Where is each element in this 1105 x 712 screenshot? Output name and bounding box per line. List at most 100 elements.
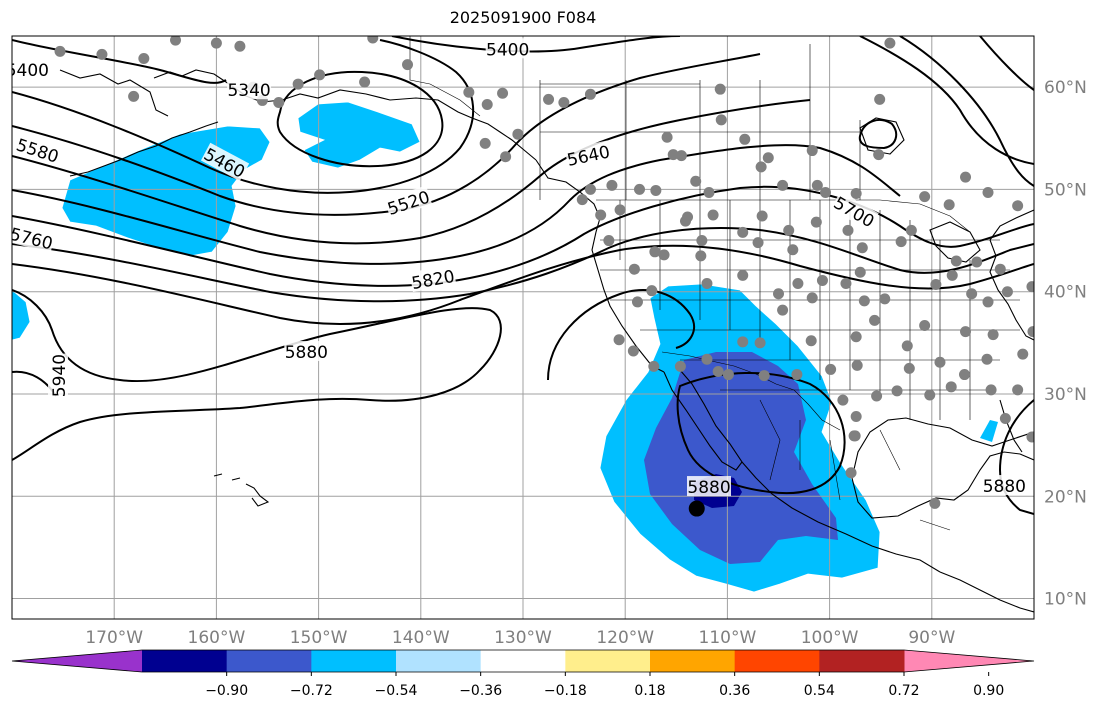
- station-dot: [851, 359, 863, 371]
- station-dot: [479, 137, 491, 149]
- station-dot: [856, 242, 868, 254]
- station-dot: [1012, 200, 1024, 212]
- station-dot: [667, 149, 679, 161]
- map-frame: [11, 35, 1035, 620]
- colorbar-tick-label: 0.36: [719, 683, 750, 699]
- station-dot: [359, 76, 371, 88]
- contour-5880-east: [998, 399, 1034, 515]
- longitude-tick-label: 170°W: [85, 628, 143, 648]
- station-dot: [905, 224, 917, 236]
- station-dot: [558, 96, 570, 108]
- station-dot: [756, 210, 768, 222]
- aleutian-islands: [69, 121, 219, 177]
- contour-5880-north: [12, 289, 502, 461]
- station-dot: [1026, 431, 1034, 443]
- station-dot: [138, 53, 150, 65]
- station-dot: [634, 183, 646, 195]
- colorbar-bin: [650, 650, 736, 672]
- station-dot: [871, 390, 883, 402]
- station-dot: [805, 335, 817, 347]
- station-dot: [606, 179, 618, 191]
- anomaly-area-gulf-alaska: [297, 101, 421, 169]
- latitude-tick-label: 30°N: [1044, 385, 1087, 405]
- contour-5640: [12, 144, 901, 265]
- longitude-tick-label: 100°W: [801, 628, 859, 648]
- longitude-tick-label: 150°W: [290, 628, 348, 648]
- station-dot: [773, 288, 784, 300]
- station-dot: [737, 226, 749, 238]
- station-dot: [128, 90, 140, 102]
- station-dot: [879, 293, 891, 305]
- station-dot: [712, 365, 724, 377]
- longitude-tick-label: 120°W: [596, 628, 654, 648]
- contour-5520: [12, 53, 761, 216]
- station-dot: [960, 326, 972, 338]
- svg-text:5880: 5880: [687, 478, 730, 498]
- colorbar-bin: [226, 650, 312, 672]
- station-dot: [210, 37, 222, 49]
- mexico-pacific-coast: [741, 461, 941, 573]
- colorbar-bin: [396, 650, 482, 672]
- station-dot: [696, 235, 708, 247]
- station-dot: [825, 363, 837, 375]
- station-dot: [679, 215, 691, 227]
- station-dot: [96, 48, 108, 60]
- station-dot: [840, 278, 852, 290]
- colorbar-tick-label: −0.18: [544, 683, 587, 699]
- station-dot: [982, 186, 994, 198]
- station-dot: [707, 209, 719, 221]
- colorbar-tick-label: 0.72: [888, 683, 919, 699]
- baja-coast: [663, 369, 743, 471]
- colorbar-under-extension: [12, 650, 142, 672]
- station-dot: [987, 329, 999, 341]
- bc-coast: [535, 159, 665, 373]
- station-dot: [820, 186, 832, 198]
- station-dot: [512, 128, 524, 140]
- mexico-state-lines: [759, 399, 951, 531]
- station-dot: [946, 269, 958, 281]
- contour-5880-ridge: [547, 289, 695, 381]
- station-dot: [1001, 286, 1013, 298]
- contour-label: 5880: [687, 476, 732, 498]
- station-dot: [945, 381, 957, 393]
- longitude-tick-label: 90°W: [908, 628, 955, 648]
- colorbar-bin: [819, 650, 905, 672]
- contour-5700: [12, 185, 1034, 287]
- station-dot: [924, 389, 936, 401]
- station-dots: [54, 36, 1103, 509]
- colorbar-tick-label: −0.36: [459, 683, 502, 699]
- station-dot: [170, 36, 182, 46]
- colorbar-over-extension: [904, 650, 1034, 672]
- gulf-coast: [851, 417, 1034, 519]
- station-dot: [854, 266, 866, 278]
- station-dot: [543, 93, 555, 105]
- colorbar-tick-label: 0.54: [804, 683, 835, 699]
- station-dot: [675, 150, 687, 162]
- station-dot: [576, 194, 588, 206]
- colorbar-bin: [565, 650, 651, 672]
- latitude-tick-label: 10°N: [1044, 590, 1087, 610]
- contour-label: 5400: [12, 58, 50, 81]
- station-dot: [273, 96, 285, 108]
- station-dot: [715, 114, 727, 126]
- station-dot: [845, 467, 857, 479]
- station-dot: [631, 296, 643, 308]
- station-dot: [884, 37, 896, 49]
- station-dot: [595, 209, 607, 221]
- station-dot: [1092, 256, 1103, 267]
- colorbar-tick-label: 0.18: [634, 683, 665, 699]
- svg-text:5880: 5880: [983, 477, 1026, 497]
- political-borders: [409, 36, 1020, 531]
- station-dot: [497, 87, 509, 99]
- contour-label: 5340: [227, 79, 272, 101]
- station-dot: [646, 285, 658, 297]
- station-dot: [971, 256, 983, 268]
- coastlines: [59, 69, 1034, 613]
- longitude-labels: 170°W 160°W 150°W 140°W 130°W 120°W 110°W 100°W…: [85, 628, 955, 648]
- longitude-tick-label: 130°W: [494, 628, 552, 648]
- station-dot: [658, 249, 670, 261]
- station-dot: [292, 78, 304, 90]
- station-dot: [943, 199, 955, 211]
- station-dot: [858, 295, 870, 307]
